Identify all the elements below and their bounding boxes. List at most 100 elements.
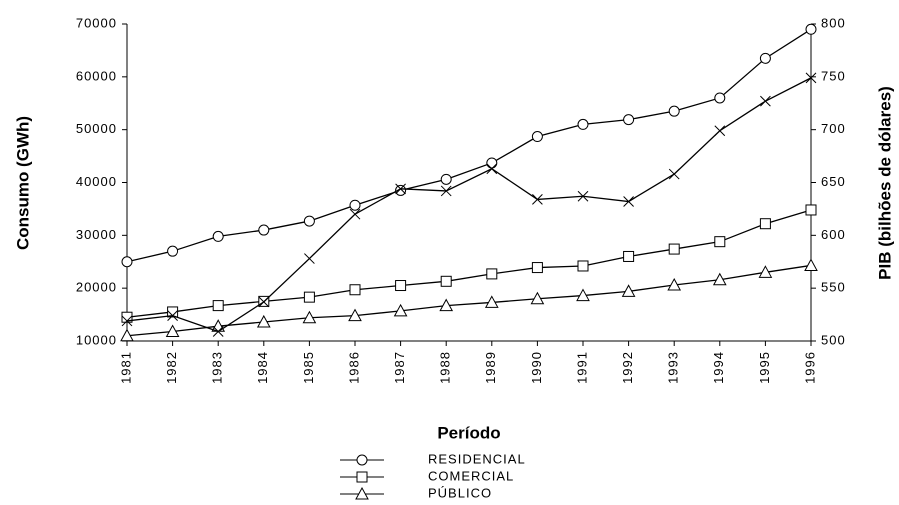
y2-tick-label: 750	[821, 68, 846, 83]
data-point	[395, 280, 407, 292]
y-tick-label: 30000	[76, 227, 117, 242]
data-point	[212, 326, 224, 337]
x-tick-label: 1992	[620, 351, 635, 384]
y-tick-label: 50000	[76, 121, 117, 136]
legend-label: COMERCIAL	[428, 468, 514, 483]
legend-label: PÚBLICO	[428, 485, 492, 500]
x-tick-label: 1981	[118, 351, 133, 384]
data-point	[303, 215, 315, 227]
data-point	[258, 296, 270, 308]
data-point	[484, 295, 499, 308]
data-point	[302, 310, 317, 324]
data-point	[486, 157, 498, 169]
data-point	[531, 262, 543, 274]
x-axis-title: Período	[437, 423, 500, 442]
x-tick-label: 1994	[711, 351, 726, 384]
data-point	[623, 114, 635, 126]
data-point	[668, 243, 680, 255]
data-point	[440, 173, 452, 185]
data-point	[349, 199, 361, 211]
y2-tick-label: 550	[821, 280, 846, 295]
y-tick-label: 70000	[76, 15, 117, 30]
data-point	[304, 253, 315, 264]
data-point	[668, 168, 680, 180]
x-tick-label: 1984	[255, 351, 270, 384]
data-point	[667, 277, 682, 291]
series-line	[126, 264, 812, 337]
data-point	[486, 268, 498, 280]
data-point	[805, 204, 817, 216]
x-tick-label: 1990	[529, 351, 544, 384]
y-tick-label: 20000	[76, 280, 117, 295]
data-point	[621, 284, 636, 297]
data-point	[121, 315, 133, 327]
data-point	[256, 314, 271, 328]
data-point	[623, 250, 635, 262]
x-tick-label: 1987	[392, 351, 407, 384]
data-point	[805, 72, 817, 84]
data-point	[760, 95, 771, 107]
data-point	[530, 291, 545, 305]
data-point	[167, 245, 179, 257]
x-tick-label: 1983	[210, 351, 225, 384]
data-point	[804, 258, 818, 271]
data-point	[758, 265, 773, 278]
data-point	[395, 183, 406, 195]
data-point	[121, 311, 133, 323]
legend-label: RESIDENCIAL	[428, 451, 526, 466]
x-tick-label: 1982	[164, 351, 179, 384]
data-point	[576, 288, 590, 302]
data-point	[712, 272, 727, 286]
data-point	[393, 303, 408, 317]
data-point	[486, 163, 498, 175]
data-point	[805, 23, 817, 35]
x-tick-label: 1995	[757, 351, 772, 384]
data-point	[167, 306, 179, 318]
data-point	[120, 328, 134, 342]
data-point	[258, 224, 270, 236]
legend-marker	[355, 486, 369, 500]
data-point	[165, 324, 180, 337]
data-point	[395, 184, 407, 196]
data-point	[212, 300, 224, 312]
y-tick-label: 60000	[76, 68, 117, 83]
data-point	[623, 196, 634, 207]
data-point	[440, 185, 452, 197]
data-point	[303, 291, 315, 303]
x-tick-label: 1993	[666, 351, 681, 384]
y2-axis-title: PIB (bilhões de dólares)	[875, 86, 894, 280]
y2-tick-label: 600	[821, 227, 846, 242]
data-point	[167, 310, 178, 321]
data-point	[714, 125, 726, 137]
data-point	[577, 260, 589, 272]
x-tick-label: 1988	[438, 351, 453, 384]
y2-tick-label: 500	[821, 332, 846, 347]
y-tick-label: 10000	[76, 332, 117, 347]
data-point	[759, 52, 771, 64]
x-tick-label: 1989	[483, 351, 498, 384]
data-point	[714, 92, 726, 104]
y2-tick-label: 800	[821, 15, 846, 30]
series-line	[126, 209, 812, 318]
data-point	[348, 308, 362, 322]
data-point	[714, 236, 726, 248]
data-point	[577, 190, 589, 202]
data-point	[668, 105, 680, 117]
y2-tick-label: 650	[821, 174, 846, 189]
data-point	[212, 230, 224, 242]
x-tick-label: 1986	[346, 351, 361, 384]
x-tick-label: 1991	[574, 351, 589, 384]
legend-marker	[356, 454, 368, 466]
x-tick-label: 1985	[301, 351, 316, 384]
data-point	[532, 194, 543, 205]
legend-marker	[356, 471, 368, 483]
series-line	[126, 77, 812, 333]
y-tick-label: 40000	[76, 174, 117, 189]
series-line	[126, 28, 812, 263]
data-point	[759, 218, 771, 230]
data-point	[439, 298, 454, 312]
data-point	[349, 284, 361, 296]
data-point	[577, 118, 589, 130]
x-tick-label: 1996	[802, 351, 817, 384]
